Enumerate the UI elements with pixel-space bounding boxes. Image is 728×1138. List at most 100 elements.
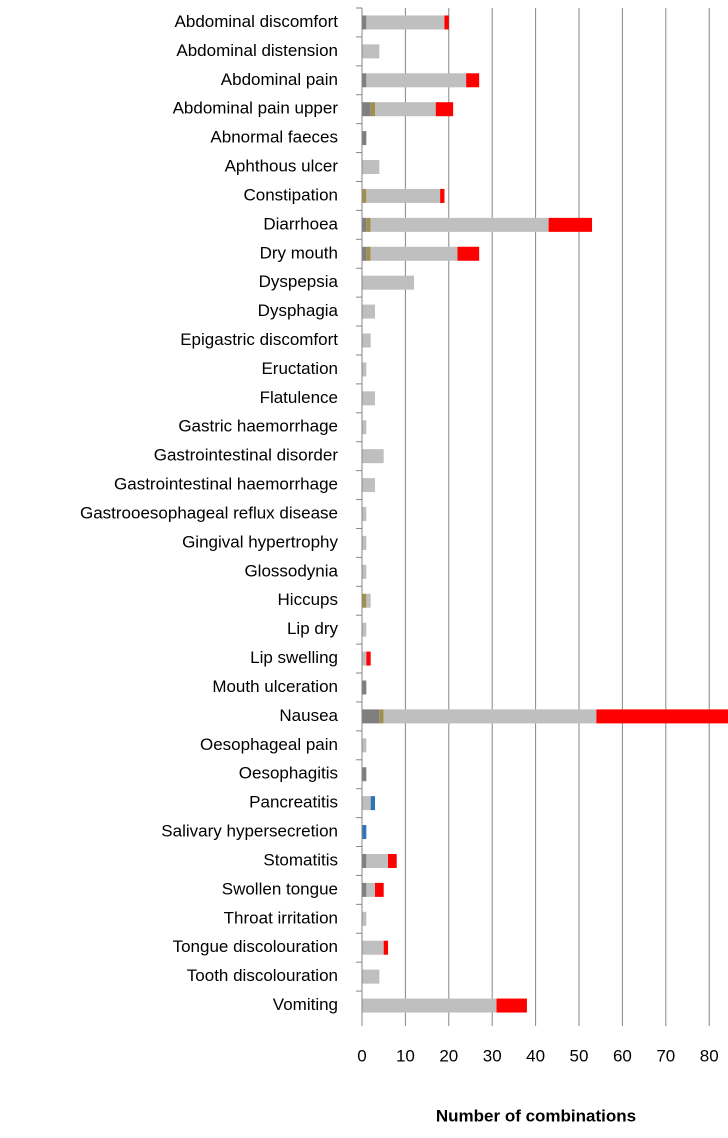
y-tick-label: Pancreatitis	[249, 793, 338, 812]
y-tick-label: Abdominal pain upper	[173, 99, 339, 118]
bar-segment	[379, 709, 384, 724]
bar-segment	[457, 246, 480, 261]
bar-segment	[362, 449, 384, 464]
bar-segment	[362, 622, 367, 637]
y-tick-label: Lip dry	[287, 619, 339, 638]
bar-segment	[366, 651, 371, 666]
bar-segment	[370, 796, 376, 811]
bar-segment	[362, 102, 371, 117]
y-tick-label: Constipation	[243, 185, 338, 204]
bar-segment	[366, 217, 371, 232]
y-tick-label: Glossodynia	[244, 561, 338, 580]
bar-segment	[440, 188, 445, 203]
y-tick-label: Tongue discolouration	[173, 937, 338, 956]
bar-segment	[548, 217, 593, 232]
bar-segment	[362, 738, 367, 753]
bar-segment	[362, 564, 367, 579]
bar-segment	[496, 998, 527, 1013]
bar-segment	[362, 73, 367, 88]
y-tick-label: Eructation	[261, 359, 338, 378]
y-tick-label: Diarrhoea	[263, 214, 338, 233]
bar-segment	[362, 911, 367, 926]
bar-segment	[366, 188, 441, 203]
x-tick-label: 60	[613, 1046, 632, 1065]
y-tick-label: Oesophageal pain	[200, 735, 338, 754]
bar-segment	[362, 853, 367, 868]
bar-segment	[362, 44, 380, 59]
y-tick-label: Gastrooesophageal reflux disease	[80, 503, 338, 522]
bar-segment	[362, 333, 371, 348]
y-tick-label: Hiccups	[278, 590, 338, 609]
y-tick-label: Epigastric discomfort	[180, 330, 338, 349]
bar-segment	[362, 709, 380, 724]
bar-segment	[444, 15, 449, 30]
y-tick-label: Aphthous ulcer	[225, 157, 339, 176]
bar-segment	[362, 391, 376, 406]
bar-segment	[362, 882, 367, 897]
y-tick-label: Abdominal pain	[221, 70, 338, 89]
bar-segment	[366, 593, 371, 608]
bar-segment	[362, 362, 367, 377]
y-tick-label: Flatulence	[260, 388, 338, 407]
bar-segment	[362, 535, 367, 550]
x-tick-label: 20	[439, 1046, 458, 1065]
bar-segment	[370, 246, 458, 261]
y-tick-label: Nausea	[279, 706, 338, 725]
y-tick-label: Abdominal discomfort	[175, 12, 339, 31]
y-tick-label: Dry mouth	[260, 243, 338, 262]
bar-segment	[362, 160, 380, 175]
y-tick-label: Throat irritation	[224, 908, 338, 927]
y-tick-label: Gastric haemorrhage	[178, 417, 338, 436]
bar-segment	[366, 73, 467, 88]
y-tick-label: Gastrointestinal disorder	[154, 446, 339, 465]
bar-segment	[362, 796, 371, 811]
y-tick-label: Lip swelling	[250, 648, 338, 667]
bar-segment	[362, 507, 367, 521]
bar-segment	[596, 709, 728, 724]
y-tick-label: Gastrointestinal haemorrhage	[114, 475, 338, 494]
y-tick-label: Abnormal faeces	[210, 128, 338, 147]
x-tick-label: 40	[526, 1046, 545, 1065]
bar-segment	[362, 246, 367, 261]
bar-segment	[366, 15, 445, 30]
bar-segment	[362, 275, 415, 290]
x-tick-label: 30	[483, 1046, 502, 1065]
x-axis-label: Number of combinations	[436, 1106, 636, 1125]
bar-segment	[466, 73, 480, 88]
y-tick-label: Stomatitis	[263, 850, 338, 869]
bar-segment	[366, 882, 376, 897]
bar-segment	[370, 217, 549, 232]
x-tick-label: 50	[570, 1046, 589, 1065]
bar-segment	[383, 709, 597, 724]
bar-segment	[388, 853, 397, 868]
x-tick-label: 0	[357, 1046, 366, 1065]
y-tick-label: Oesophagitis	[239, 764, 338, 783]
bar-segment	[362, 940, 384, 955]
bar-segment	[366, 246, 371, 261]
x-tick-label: 70	[656, 1046, 675, 1065]
bar-segment	[362, 680, 367, 695]
bar-segment	[362, 998, 497, 1013]
y-tick-label: Abdominal distension	[176, 41, 338, 60]
bar-segment	[366, 853, 389, 868]
y-tick-label: Dyspepsia	[259, 272, 339, 291]
bar-segment	[362, 825, 367, 840]
bar-segment	[362, 15, 367, 30]
y-tick-label: Swollen tongue	[222, 879, 338, 898]
y-tick-label: Tooth discolouration	[187, 966, 338, 985]
bar-segment	[362, 651, 367, 666]
bar-segment	[375, 882, 384, 897]
y-tick-label: Salivary hypersecretion	[161, 822, 338, 841]
bar-segment	[362, 131, 367, 146]
x-tick-label: 80	[700, 1046, 719, 1065]
y-tick-label: Gingival hypertrophy	[182, 532, 338, 551]
y-tick-label: Vomiting	[273, 995, 338, 1014]
bar-segment	[362, 478, 376, 493]
x-tick-label: 10	[396, 1046, 415, 1065]
bar-segment	[362, 188, 367, 203]
bar-segment	[362, 304, 376, 319]
bar-segment	[370, 102, 376, 117]
bar-segment	[362, 767, 367, 782]
bar-segment	[362, 420, 367, 435]
